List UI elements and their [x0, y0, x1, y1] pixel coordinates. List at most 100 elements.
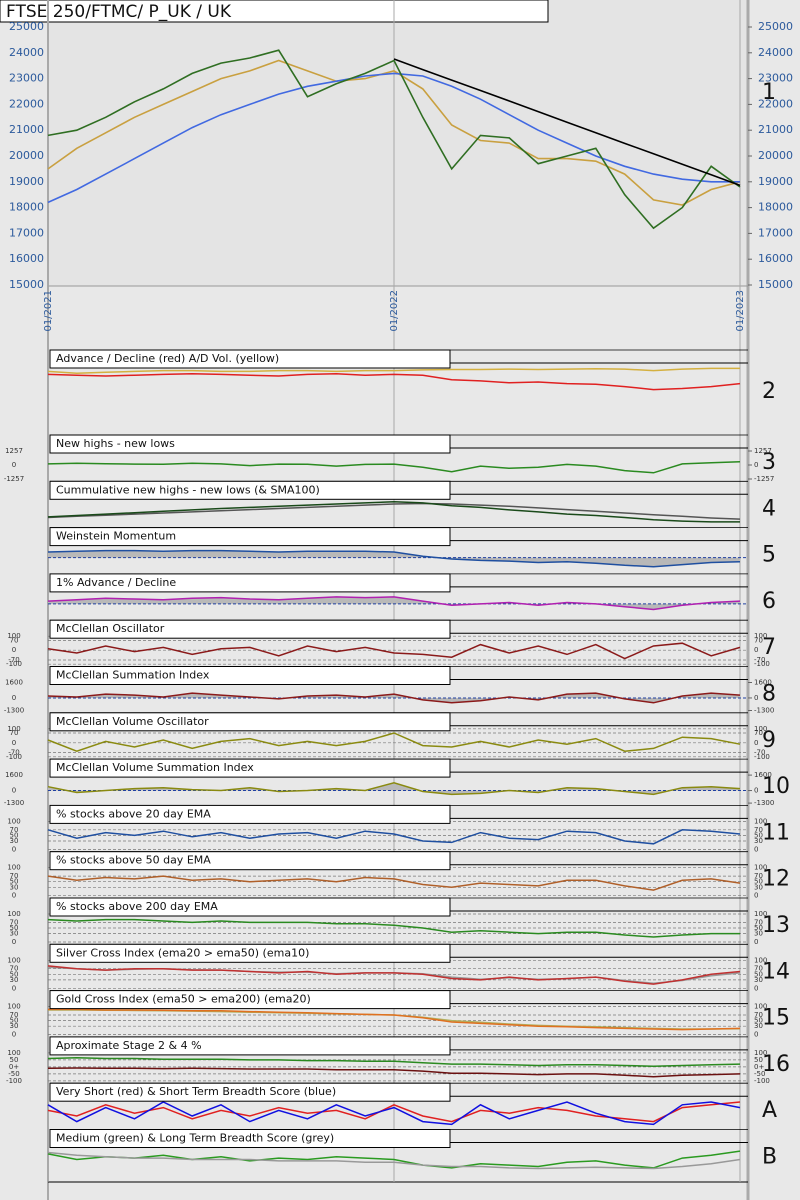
x-tick-label: 01/2021	[43, 290, 54, 332]
y-tick-label: 50	[10, 1017, 19, 1025]
y-tick-label: 17000	[9, 226, 44, 239]
y-tick-label: 0	[12, 892, 16, 900]
panel-label: 3	[762, 450, 776, 475]
panel-label: 11	[762, 820, 790, 845]
series-line	[47, 460, 741, 474]
x-tick-label: 01/2023	[735, 290, 746, 332]
y-tick-label-right: 0	[754, 984, 758, 992]
series-line	[47, 732, 741, 752]
panel-title: New highs - new lows	[56, 437, 175, 450]
panel-title: McClellan Oscillator	[56, 622, 165, 635]
y-tick-label-right: -1257	[754, 475, 774, 483]
panel-label: 15	[762, 1006, 790, 1031]
y-tick-label: 23000	[9, 72, 44, 85]
series-line	[47, 501, 740, 523]
y-tick-label-right: 50	[754, 831, 763, 839]
y-tick-label: 21000	[9, 123, 44, 136]
y-tick-label: 1600	[5, 679, 23, 687]
y-tick-label: -1257	[4, 475, 24, 483]
y-tick-label: -1300	[4, 799, 24, 807]
panel-header	[49, 1082, 451, 1102]
y-tick-label: 70	[10, 918, 19, 926]
panel-label: 1	[762, 80, 776, 105]
y-tick-label-right: 16000	[758, 252, 793, 265]
y-tick-label: 100	[7, 1003, 20, 1011]
y-tick-label-right: 20000	[758, 149, 793, 162]
y-tick-label: 50	[10, 878, 19, 886]
panel-header	[49, 943, 451, 963]
y-tick-label-right: 15000	[758, 278, 793, 291]
y-tick-label: 100	[7, 1049, 20, 1057]
y-tick-label: 100	[7, 864, 20, 872]
panel-label: 10	[762, 774, 790, 799]
y-tick-label-right: 100	[754, 956, 767, 964]
y-tick-label-right: 100	[754, 632, 767, 640]
panel-title: Silver Cross Index (ema20 > ema50) (ema1…	[56, 946, 309, 959]
y-tick-label-right: -1300	[754, 707, 774, 715]
y-tick-label: 100	[7, 956, 20, 964]
panel-title: McClellan Volume Oscillator	[56, 715, 209, 728]
y-tick-label-right: 1257	[754, 447, 772, 455]
y-tick-label: 30	[10, 1022, 19, 1030]
series-line	[47, 1151, 741, 1170]
y-tick-label-right: -70	[754, 656, 765, 664]
y-tick-label-right: 100	[754, 1049, 767, 1057]
y-tick-label-right: 1600	[754, 679, 772, 687]
y-tick-label: 100	[7, 725, 20, 733]
panel-header	[49, 480, 451, 500]
y-tick-label-right: 30	[754, 930, 763, 938]
y-tick-label-right: 50	[754, 924, 763, 932]
series-line	[47, 965, 741, 985]
panel-label: 9	[762, 728, 776, 753]
y-tick-label-right: -100	[754, 1077, 770, 1085]
y-tick-label-right: 100	[754, 864, 767, 872]
series-line	[47, 829, 741, 845]
y-tick-label: 50	[10, 924, 19, 932]
panel-title: Aproximate Stage 2 & 4 %	[56, 1039, 202, 1052]
y-tick-label-right: 70	[754, 826, 763, 834]
y-tick-label-right: 100	[754, 1003, 767, 1011]
series-line	[47, 1150, 741, 1169]
y-tick-label-right: 0+	[754, 1063, 764, 1071]
y-tick-label: 0	[12, 938, 16, 946]
series-line	[47, 59, 741, 206]
series-line	[47, 692, 741, 704]
panel-header	[49, 851, 451, 871]
y-tick-label: -100	[6, 660, 22, 668]
y-tick-label: 70	[10, 636, 19, 644]
panel-header	[49, 804, 451, 824]
y-tick-label-right: 70	[754, 918, 763, 926]
series-line	[47, 642, 741, 660]
y-tick-label-right: 0	[754, 739, 758, 747]
y-tick-label-right: 18000	[758, 201, 793, 214]
panel-label: A	[762, 1098, 777, 1123]
y-tick-label: 30	[10, 930, 19, 938]
y-tick-label: 20000	[9, 149, 44, 162]
y-tick-label-right: 30	[754, 1022, 763, 1030]
y-tick-label-right: 0	[754, 892, 758, 900]
y-tick-label-right: 0	[754, 845, 758, 853]
x-tick-label: 01/2022	[389, 290, 400, 332]
y-tick-label-right: 25000	[758, 20, 793, 33]
series-line	[47, 1101, 741, 1123]
panel-title: Cummulative new highs - new lows (& SMA1…	[56, 483, 320, 496]
series-line	[47, 72, 740, 204]
series-line	[47, 1067, 741, 1078]
y-tick-label-right: 21000	[758, 123, 793, 136]
series-line	[47, 918, 740, 938]
y-tick-label: 70	[10, 965, 19, 973]
y-tick-label: 16000	[9, 252, 44, 265]
y-tick-label-right: 70	[754, 729, 763, 737]
area-fill	[48, 550, 740, 567]
panel-title: Gold Cross Index (ema50 > ema200) (ema20…	[56, 993, 311, 1006]
y-tick-label-right: 30	[754, 883, 763, 891]
y-tick-label: 25000	[9, 20, 44, 33]
y-tick-label: 0	[12, 694, 16, 702]
panel-title: % stocks above 50 day EMA	[56, 854, 211, 867]
y-tick-label-right: 22000	[758, 97, 793, 110]
title-box	[0, 0, 549, 23]
y-tick-label-right: 50	[754, 1056, 763, 1064]
y-tick-label: -70	[8, 749, 19, 757]
y-tick-label: 100	[7, 632, 20, 640]
y-tick-label: 0+	[9, 1063, 19, 1071]
